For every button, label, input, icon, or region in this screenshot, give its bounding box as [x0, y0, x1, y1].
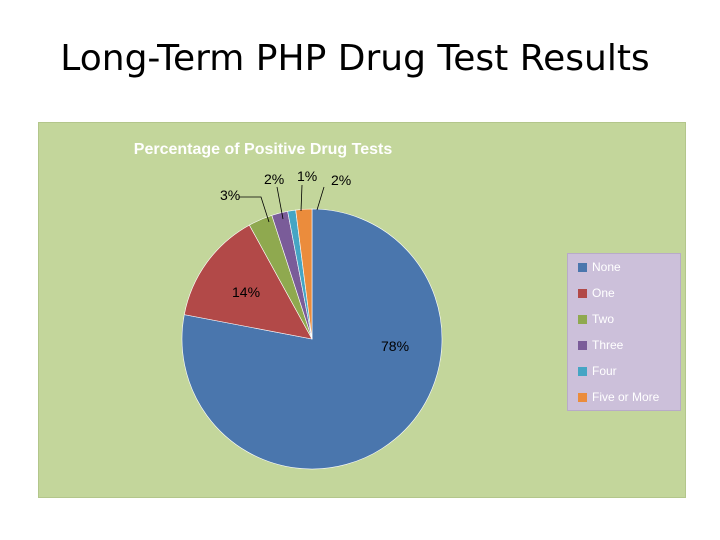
legend-swatch	[578, 288, 587, 298]
legend-swatch	[578, 340, 587, 350]
data-label-two: 3%	[220, 187, 240, 203]
legend-swatch	[578, 366, 587, 376]
legend-item-three: Three	[578, 337, 623, 353]
legend-label: None	[592, 260, 621, 274]
data-label-five-or-more: 2%	[331, 172, 351, 188]
chart-title: Percentage of Positive Drug Tests	[134, 141, 393, 158]
legend-item-one: One	[578, 285, 615, 301]
legend-label: One	[592, 286, 615, 300]
leader-line	[300, 184, 303, 212]
pie-slice-five-or-more	[295, 208, 313, 340]
data-label-three: 2%	[264, 171, 284, 187]
pie-slice-one	[183, 224, 313, 340]
legend-item-none: None	[578, 259, 621, 275]
legend-item-two: Two	[578, 311, 614, 327]
legend-label: Four	[592, 364, 617, 378]
chart-legend: None One Two Three Four Five or More	[567, 253, 681, 411]
legend-swatch	[578, 392, 587, 402]
data-label-four: 1%	[297, 168, 317, 184]
leader-line	[316, 186, 325, 211]
legend-item-five-or-more: Five or More	[578, 389, 659, 405]
slide-title: Long-Term PHP Drug Test Results	[60, 38, 650, 79]
pie-chart: Percentage of Positive Drug Tests 78% 14%…	[134, 141, 443, 470]
legend-label: Three	[592, 338, 624, 352]
data-label-one: 14%	[232, 284, 260, 300]
legend-item-four: Four	[578, 363, 617, 379]
legend-swatch	[578, 262, 587, 272]
chart-panel: Percentage of Positive Drug Tests 78% 14%…	[38, 122, 686, 498]
legend-swatch	[578, 314, 587, 324]
legend-label: Five or More	[592, 390, 660, 404]
leader-line	[239, 196, 270, 223]
leader-line	[276, 186, 284, 220]
legend-label: Two	[592, 312, 615, 326]
data-label-none: 78%	[381, 338, 409, 354]
